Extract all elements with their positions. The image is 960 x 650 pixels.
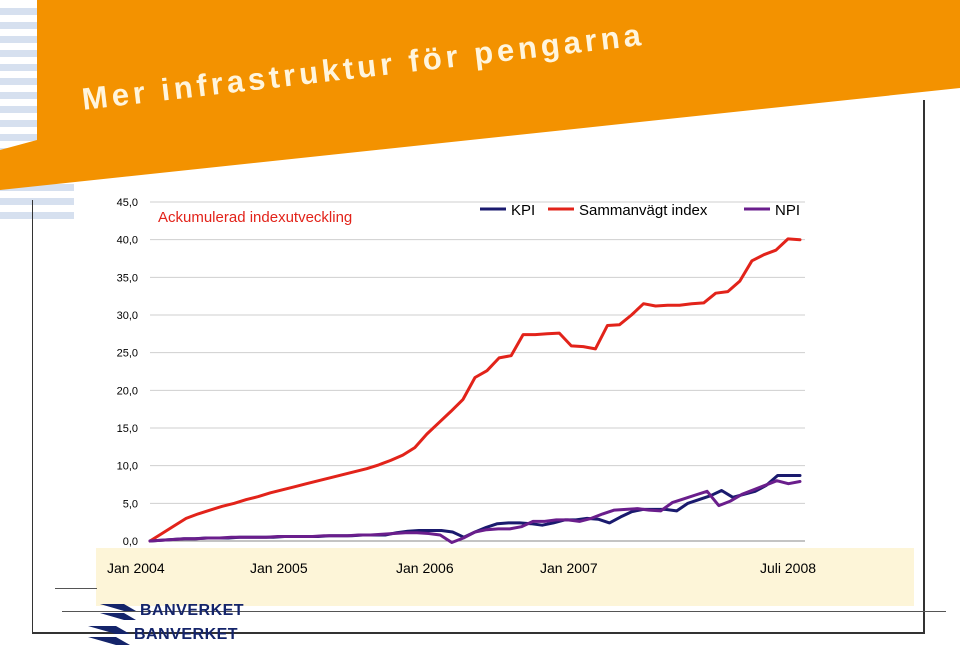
y-tick-label: 40,0: [117, 235, 138, 247]
banverket-logo-faded: BANVERKET: [100, 601, 244, 621]
y-tick-label: 20,0: [117, 385, 138, 397]
x-tick-label: Jan 2007: [540, 560, 598, 576]
legend-label: Sammanvägt index: [579, 202, 708, 219]
y-tick-label: 0,0: [123, 536, 138, 548]
x-axis-labels: Jan 2004 Jan 2005 Jan 2006 Jan 2007 Juli 200…: [96, 548, 914, 606]
x-tick-label: Jan 2004: [107, 560, 165, 576]
frame-bottom-line: [32, 632, 925, 634]
chart-legend: KPI Sammanvägt index NPI: [480, 202, 800, 219]
chart-title: Ackumulerad indexutveckling: [158, 209, 352, 226]
brand-name: BANVERKET: [134, 626, 239, 643]
y-tick-label: 25,0: [117, 348, 138, 360]
banverket-mark-icon: [100, 604, 136, 620]
y-tick-label: 15,0: [117, 423, 138, 435]
y-axis-ticks: 0,0 5,0 10,0 15,0 20,0 25,0 30,0 35,0 40,0 45,0: [117, 197, 138, 548]
divider-line-long: [62, 611, 946, 612]
series-line-npi: [148, 479, 802, 544]
series-line-sammanv-gt-index: [148, 237, 802, 543]
y-tick-label: 5,0: [123, 498, 138, 510]
frame-right-line: [923, 100, 925, 634]
banverket-mark-icon: [88, 626, 130, 645]
y-tick-label: 35,0: [117, 272, 138, 284]
chart-series: [148, 237, 802, 544]
banverket-logo: BANVERKET: [88, 624, 238, 646]
y-tick-label: 45,0: [117, 197, 138, 209]
brand-name: BANVERKET: [140, 602, 245, 619]
x-tick-label: Jan 2006: [396, 560, 454, 576]
x-tick-label: Jan 2005: [250, 560, 308, 576]
frame-left-line: [32, 200, 33, 634]
y-tick-label: 30,0: [117, 310, 138, 322]
x-tick-label: Juli 2008: [760, 560, 817, 576]
y-tick-label: 10,0: [117, 461, 138, 473]
divider-line: [55, 588, 97, 589]
legend-label: NPI: [775, 202, 800, 219]
chart-grid: [150, 201, 805, 542]
legend-label: KPI: [511, 202, 535, 219]
